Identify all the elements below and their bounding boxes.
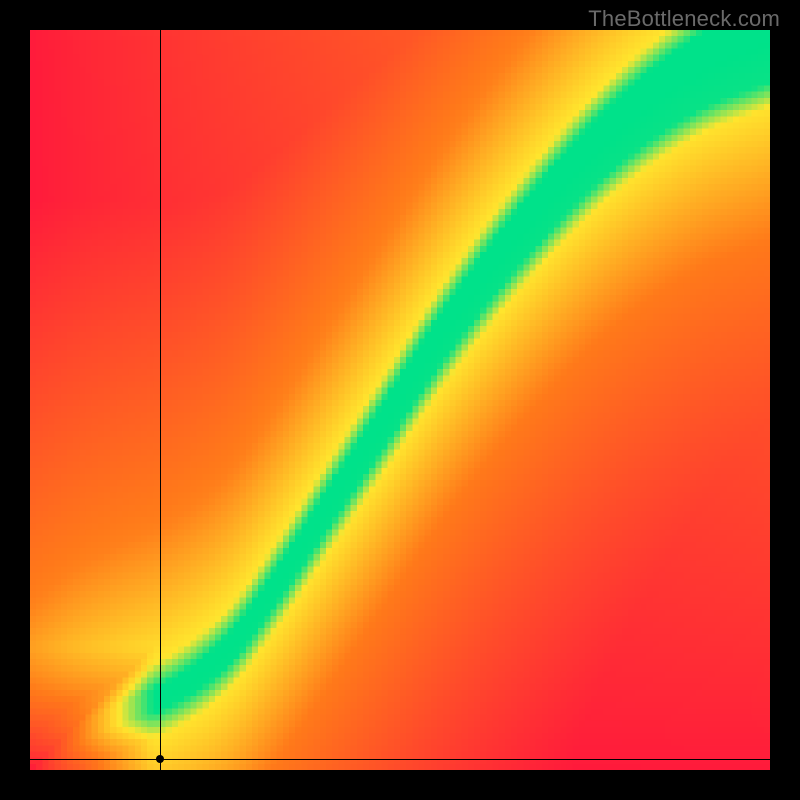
- watermark-text: TheBottleneck.com: [588, 6, 780, 32]
- crosshair-marker: [156, 755, 164, 763]
- crosshair-vertical: [160, 30, 161, 770]
- heatmap-plot: [30, 30, 770, 770]
- heatmap-canvas: [30, 30, 770, 770]
- crosshair-horizontal: [30, 759, 770, 760]
